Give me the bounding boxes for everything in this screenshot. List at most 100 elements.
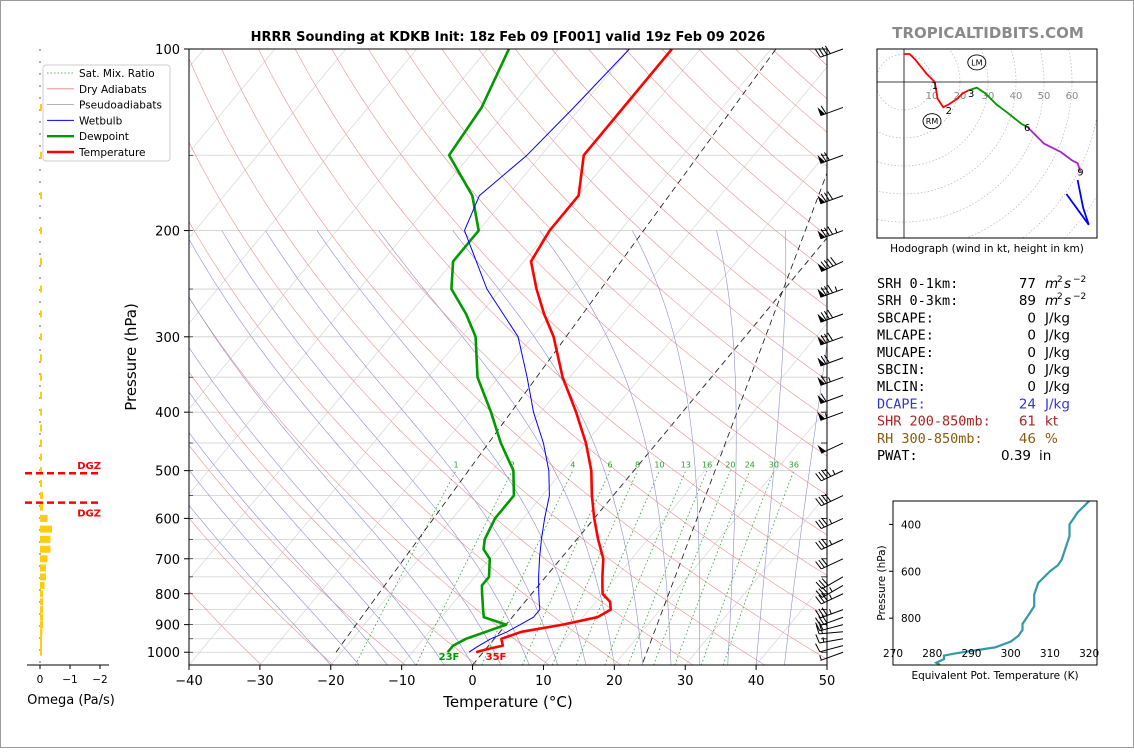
thetae-x-tick-label: 320 bbox=[1079, 648, 1099, 660]
moist-adiabat bbox=[266, 231, 558, 665]
wind-barb-staff bbox=[820, 358, 843, 366]
moist-adiabat bbox=[184, 231, 501, 665]
index-value: 24 bbox=[1019, 396, 1036, 412]
dry-adiabat bbox=[112, 49, 621, 665]
x-tick-label: 30 bbox=[677, 674, 694, 689]
omega-bar bbox=[40, 492, 43, 499]
index-label: MLCAPE: bbox=[877, 328, 934, 344]
index-value: 89 bbox=[1019, 293, 1036, 309]
wind-barb-staff bbox=[821, 559, 843, 569]
mixing-ratio-label: 10 bbox=[654, 461, 664, 470]
wind-barb bbox=[816, 577, 843, 589]
parcel-path-2 bbox=[643, 173, 827, 662]
omega-tick-label: −2 bbox=[92, 674, 107, 686]
omega-bar bbox=[40, 440, 42, 447]
hodo-marker-label: LM bbox=[971, 58, 982, 67]
thetae-x-tick-label: 300 bbox=[1001, 648, 1021, 660]
mixing-ratio-label: 24 bbox=[745, 461, 755, 470]
index-unit: kt bbox=[1045, 414, 1058, 430]
wind-barb-feather bbox=[816, 644, 820, 652]
wind-barb bbox=[815, 608, 843, 618]
omega-tick-label: 0 bbox=[37, 674, 44, 686]
index-unit-mid: s bbox=[1064, 276, 1071, 292]
hodo-ring-label: 40 bbox=[1010, 91, 1023, 102]
x-tick-label: −10 bbox=[388, 674, 415, 689]
thetae-x-tick-label: 290 bbox=[961, 648, 981, 660]
wind-barb-half-feather bbox=[830, 595, 832, 600]
wind-barb-half-feather bbox=[835, 287, 837, 292]
thetae-x-tick-label: 280 bbox=[922, 648, 942, 660]
index-value: 0 bbox=[1027, 345, 1036, 361]
mixing-ratio-line bbox=[552, 471, 637, 665]
omega-bar bbox=[40, 621, 43, 628]
index-label: SRH 0-3km: bbox=[877, 293, 958, 309]
moist-adiabat bbox=[96, 231, 416, 665]
wind-barb-staff bbox=[820, 107, 843, 115]
omega-bar bbox=[40, 480, 42, 487]
omega-bar bbox=[40, 628, 42, 635]
legend-label: Pseudoadiabats bbox=[79, 100, 162, 112]
hodo-height-label: 3 bbox=[968, 89, 974, 100]
omega-bar bbox=[40, 606, 43, 613]
hodo-ring-label: 50 bbox=[1038, 91, 1051, 102]
thetae-frame bbox=[893, 501, 1097, 665]
y-tick-label: 500 bbox=[155, 465, 180, 480]
wind-barb bbox=[816, 622, 843, 631]
omega-bar bbox=[40, 555, 48, 562]
legend-label: Dewpoint bbox=[79, 131, 129, 143]
index-label: SBCIN: bbox=[877, 362, 926, 378]
hodo-frame bbox=[877, 49, 1097, 238]
wind-barb bbox=[816, 644, 843, 652]
mixing-ratio-label: 4 bbox=[570, 461, 575, 470]
wind-barb bbox=[817, 227, 843, 239]
index-label: MUCAPE: bbox=[877, 345, 934, 361]
omega-bar bbox=[40, 504, 43, 511]
watermark: TROPICALTIDBITS.COM bbox=[892, 24, 1084, 42]
wind-barb bbox=[817, 106, 843, 116]
moist-adiabat bbox=[379, 231, 615, 665]
omega-bar bbox=[40, 536, 51, 543]
dry-adiabat bbox=[222, 49, 837, 665]
omega-bar bbox=[40, 546, 51, 553]
legend-label: Dry Adiabats bbox=[79, 84, 147, 96]
series-line-temperature bbox=[476, 49, 672, 652]
mixing-ratio-label: 1 bbox=[453, 461, 458, 470]
wind-barb-staff bbox=[820, 646, 843, 652]
hodo-marker-label: RM bbox=[926, 117, 939, 126]
omega-tick-label: −1 bbox=[62, 674, 77, 686]
x-tick-label: −30 bbox=[246, 674, 273, 689]
wind-barb bbox=[816, 539, 843, 549]
index-label: SRH 0-1km: bbox=[877, 276, 958, 292]
omega-bar bbox=[40, 392, 42, 399]
wind-barb bbox=[817, 310, 843, 322]
series-line-dewpoint bbox=[448, 49, 514, 652]
hodo-height-label: 6 bbox=[1024, 123, 1030, 134]
mixing-ratio-label: 2 bbox=[510, 461, 515, 470]
index-unit: % bbox=[1045, 431, 1058, 447]
index-unit: J/kg bbox=[1044, 328, 1070, 344]
y-tick-label: 200 bbox=[155, 225, 180, 240]
wind-barb-staff bbox=[820, 289, 843, 297]
index-label: PWAT: bbox=[877, 448, 918, 464]
omega-bar bbox=[40, 515, 48, 522]
x-tick-label: 0 bbox=[468, 674, 476, 689]
index-label: MLCIN: bbox=[877, 379, 926, 395]
index-unit: J/kg bbox=[1044, 379, 1070, 395]
thetae-line bbox=[936, 501, 1089, 665]
mixing-ratio-label: 36 bbox=[789, 461, 799, 470]
index-value: 0 bbox=[1027, 328, 1036, 344]
omega-bar bbox=[40, 590, 43, 597]
surface-dewpoint-label: 23F bbox=[439, 652, 460, 663]
mixing-ratio-label: 13 bbox=[681, 461, 691, 470]
mixing-ratio-label: 16 bbox=[702, 461, 712, 470]
omega-bar bbox=[40, 286, 42, 293]
isotherm-line bbox=[543, 49, 1054, 665]
index-unit-exp: 2 bbox=[1057, 275, 1063, 285]
hodo-trace bbox=[1027, 127, 1080, 172]
